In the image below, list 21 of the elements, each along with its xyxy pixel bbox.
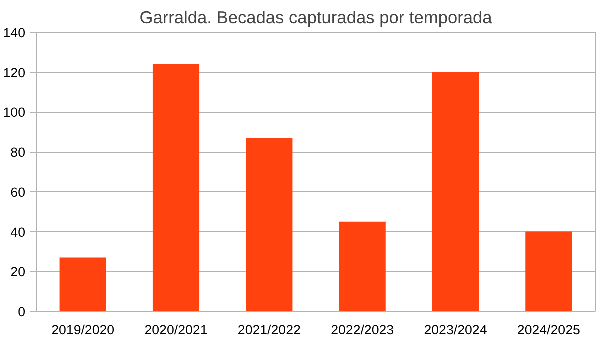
bar <box>432 72 480 312</box>
bar <box>152 64 200 312</box>
x-tick-label: 2023/2024 <box>424 322 488 338</box>
y-tick-label: 140 <box>3 26 26 40</box>
bar <box>526 232 572 312</box>
bar <box>246 138 293 312</box>
bar <box>339 222 386 312</box>
x-tick-label: 2019/2020 <box>52 322 115 338</box>
y-tick-label: 0 <box>18 304 26 320</box>
y-tick-label: 120 <box>3 65 26 80</box>
x-tick-label: 2024/2025 <box>517 322 580 338</box>
y-tick-label: 60 <box>10 184 26 200</box>
chart-title: Garralda. Becadas capturadas por temporada <box>140 8 493 28</box>
y-tick-label: 80 <box>10 145 26 160</box>
bar <box>60 258 106 312</box>
x-tick-label: 2020/2021 <box>144 322 208 338</box>
y-tick-label: 20 <box>10 264 26 280</box>
y-tick-label: 40 <box>10 224 26 240</box>
x-tick-label: 2021/2022 <box>238 322 301 338</box>
y-tick-label: 100 <box>3 105 26 120</box>
x-tick-label: 2022/2023 <box>331 322 394 338</box>
